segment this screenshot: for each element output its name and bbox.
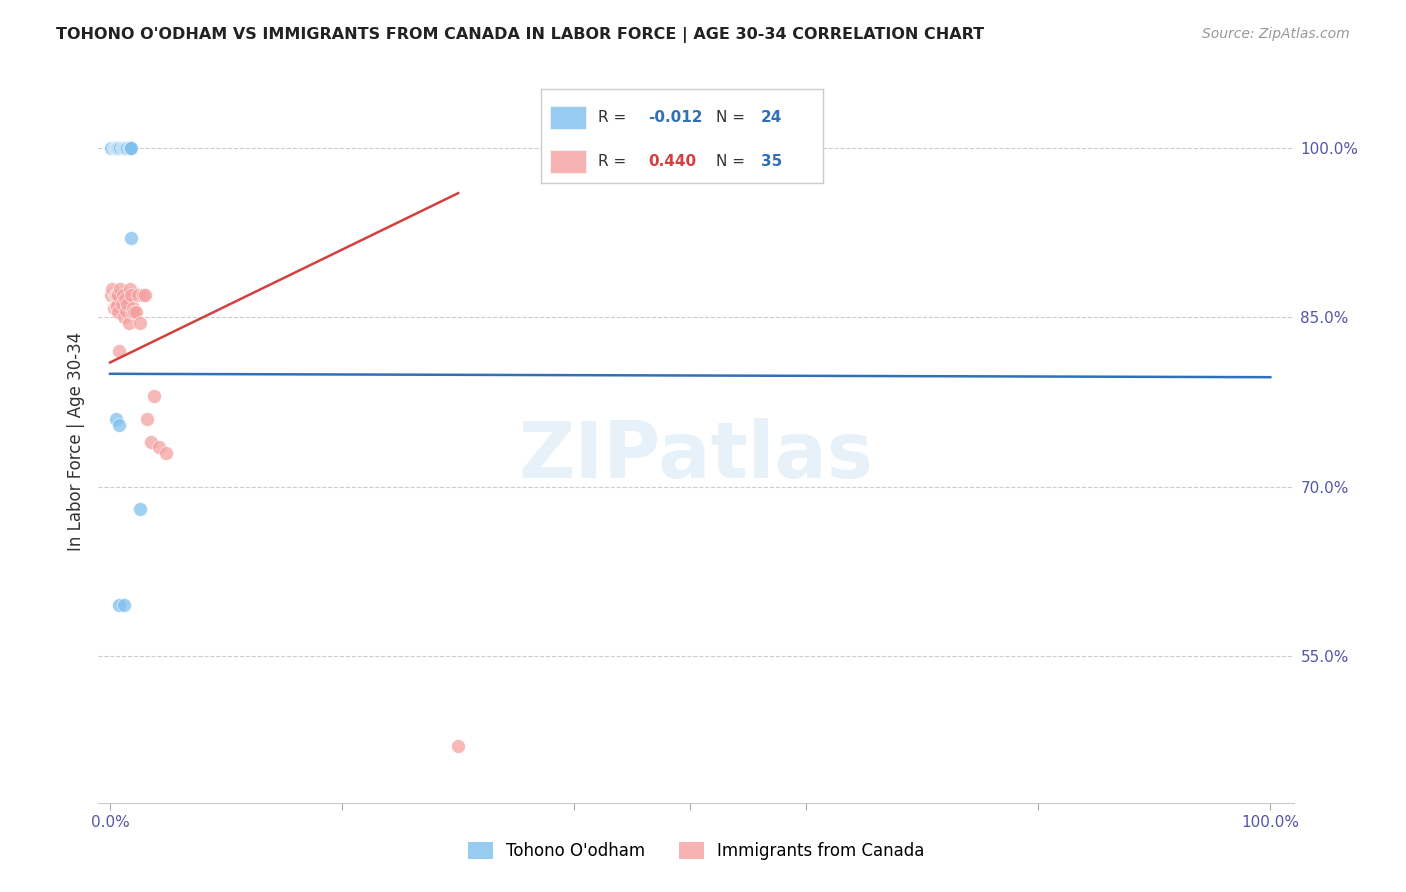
Point bbox=[117, 141, 139, 155]
Text: 24: 24 bbox=[761, 111, 782, 125]
Text: N =: N = bbox=[716, 154, 749, 169]
Point bbox=[104, 287, 127, 301]
Point bbox=[100, 141, 122, 155]
Point bbox=[129, 502, 152, 516]
Point bbox=[112, 310, 135, 325]
Legend: Tohono O'odham, Immigrants from Canada: Tohono O'odham, Immigrants from Canada bbox=[461, 835, 931, 867]
Point bbox=[131, 287, 153, 301]
Text: N =: N = bbox=[716, 111, 749, 125]
Text: 0.440: 0.440 bbox=[648, 154, 696, 169]
Point bbox=[115, 303, 138, 318]
Point bbox=[117, 297, 139, 311]
Point bbox=[108, 141, 131, 155]
Point bbox=[105, 299, 128, 313]
Point bbox=[118, 282, 141, 296]
Y-axis label: In Labor Force | Age 30-34: In Labor Force | Age 30-34 bbox=[66, 332, 84, 551]
Text: -0.012: -0.012 bbox=[648, 111, 703, 125]
Point bbox=[111, 141, 134, 155]
Bar bbox=[550, 150, 586, 173]
Point bbox=[108, 417, 131, 432]
Point bbox=[108, 599, 131, 613]
Point bbox=[127, 287, 149, 301]
Text: Source: ZipAtlas.com: Source: ZipAtlas.com bbox=[1202, 27, 1350, 41]
Point bbox=[104, 141, 127, 155]
Point bbox=[107, 287, 129, 301]
Point bbox=[139, 434, 162, 449]
Point bbox=[112, 599, 135, 613]
Point bbox=[148, 440, 170, 454]
Point bbox=[122, 301, 145, 316]
Point bbox=[134, 287, 156, 301]
Point bbox=[447, 739, 470, 754]
Point bbox=[108, 344, 131, 359]
Point bbox=[129, 316, 152, 330]
Point bbox=[111, 287, 134, 301]
Point bbox=[110, 141, 132, 155]
Text: R =: R = bbox=[598, 154, 631, 169]
Point bbox=[111, 297, 134, 311]
Point bbox=[104, 412, 127, 426]
Point bbox=[155, 446, 177, 460]
Point bbox=[124, 304, 146, 318]
Text: 35: 35 bbox=[761, 154, 782, 169]
Point bbox=[101, 282, 124, 296]
Point bbox=[107, 141, 129, 155]
Point bbox=[104, 299, 127, 313]
Point bbox=[124, 304, 146, 318]
Point bbox=[112, 141, 135, 155]
Point bbox=[111, 141, 134, 155]
Text: TOHONO O'ODHAM VS IMMIGRANTS FROM CANADA IN LABOR FORCE | AGE 30-34 CORRELATION : TOHONO O'ODHAM VS IMMIGRANTS FROM CANADA… bbox=[56, 27, 984, 43]
Point bbox=[100, 287, 122, 301]
Point bbox=[117, 316, 139, 330]
Point bbox=[115, 141, 138, 155]
Point bbox=[105, 287, 128, 301]
Point bbox=[117, 141, 139, 155]
Point bbox=[136, 412, 159, 426]
Point bbox=[121, 304, 143, 318]
Bar bbox=[550, 106, 586, 129]
Point bbox=[103, 141, 125, 155]
Point bbox=[143, 389, 166, 403]
Point bbox=[107, 304, 129, 318]
Point bbox=[104, 287, 127, 301]
Point bbox=[120, 231, 142, 245]
Point bbox=[120, 287, 142, 301]
Point bbox=[114, 141, 136, 155]
Point bbox=[103, 301, 125, 316]
Point bbox=[105, 141, 128, 155]
Point bbox=[114, 293, 136, 307]
Point bbox=[118, 141, 141, 155]
Point bbox=[110, 282, 132, 296]
Point bbox=[120, 141, 142, 155]
Text: ZIPatlas: ZIPatlas bbox=[519, 418, 873, 494]
Text: R =: R = bbox=[598, 111, 631, 125]
Point bbox=[104, 141, 127, 155]
Point bbox=[105, 141, 128, 155]
